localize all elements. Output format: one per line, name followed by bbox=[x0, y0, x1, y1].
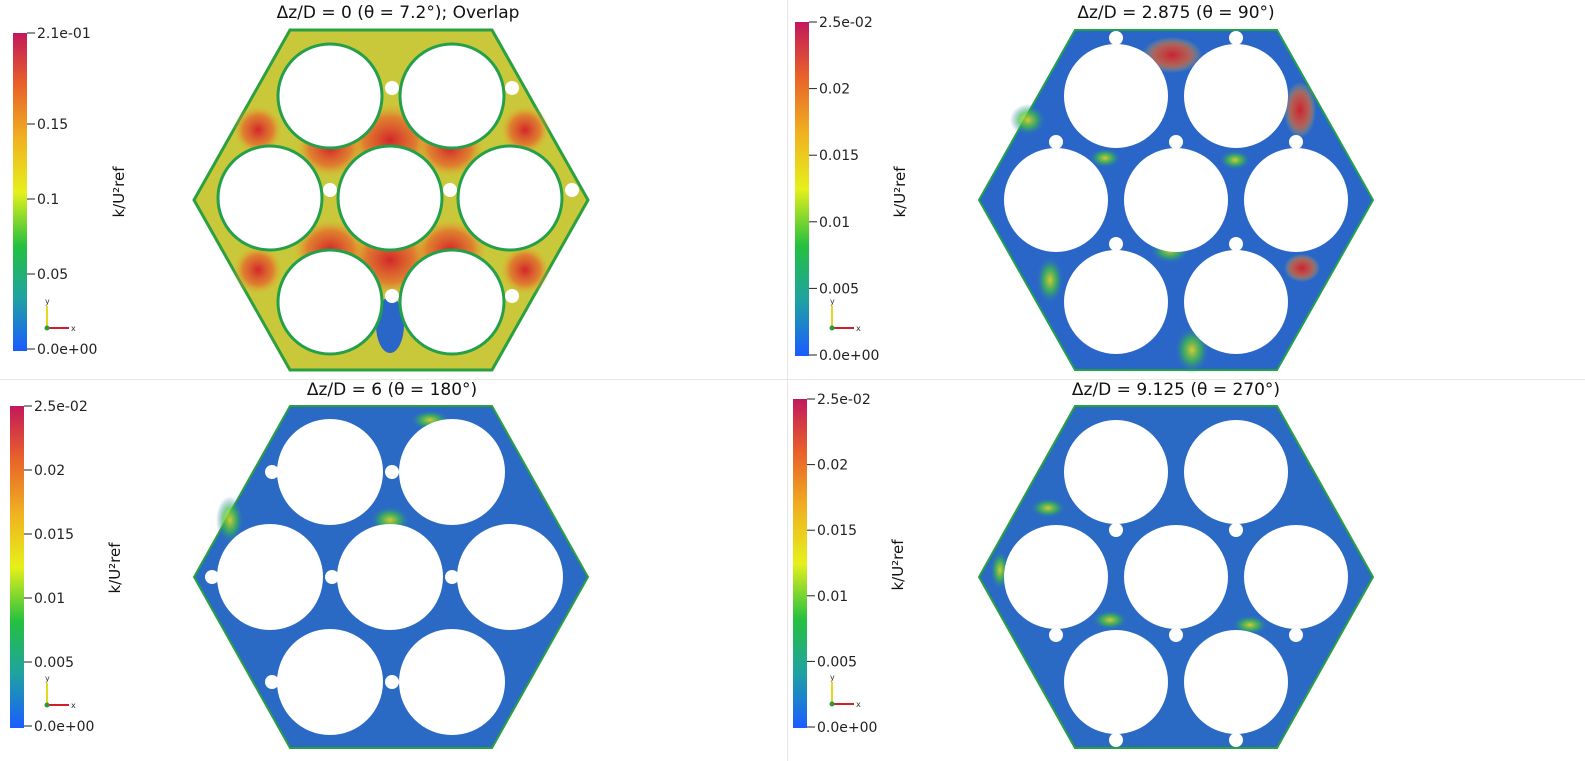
colorbar bbox=[795, 22, 809, 356]
panel-title: Δz/D = 6 (θ = 180°) bbox=[307, 380, 477, 400]
colorbar-tick-label: 0.005 bbox=[817, 654, 857, 670]
axis-x-label: x bbox=[71, 324, 76, 333]
panel-dz0: Δz/D = 0 (θ = 7.2°); Overlap 2.1e-01 0.15… bbox=[13, 3, 590, 372]
panel-title: Δz/D = 9.125 (θ = 270°) bbox=[1072, 380, 1280, 400]
colorbar bbox=[13, 33, 27, 351]
panel-dz2875: Δz/D = 2.875 (θ = 90°) 2.5e-02 0.02 0.015 0… bbox=[795, 3, 1375, 374]
fuel-rods bbox=[217, 419, 563, 735]
colorbar-tick-label: 0.015 bbox=[817, 523, 857, 539]
colorbar-title: k/U²ref bbox=[891, 166, 909, 218]
fuel-rods bbox=[1004, 44, 1348, 354]
panel-title: Δz/D = 2.875 (θ = 90°) bbox=[1077, 3, 1274, 23]
colorbar-tick-label: 0.0e+00 bbox=[819, 348, 879, 364]
axis-y-label: y bbox=[830, 673, 835, 682]
panel-dz9125: Δz/D = 9.125 (θ = 270°) 2.5e-02 0.02 0.015… bbox=[793, 380, 1375, 749]
colorbar-tick-label: 0.01 bbox=[34, 591, 65, 607]
colorbar-ticks: 2.5e-02 0.02 0.015 0.01 0.005 0.0e+00 bbox=[24, 399, 94, 735]
colorbar-tick-label: 0.005 bbox=[34, 655, 74, 671]
colorbar-tick-label: 2.5e-02 bbox=[34, 399, 88, 415]
hexagon-field bbox=[977, 29, 1375, 374]
colorbar-tick-label: 0.05 bbox=[37, 267, 68, 283]
fuel-rods bbox=[216, 42, 564, 356]
colorbar bbox=[10, 406, 24, 728]
axis-triad-icon: x y bbox=[44, 297, 76, 333]
wire-wraps bbox=[1049, 523, 1303, 747]
axis-triad-icon: x y bbox=[829, 297, 861, 333]
colorbar-ticks: 2.1e-01 0.15 0.1 0.05 0.0e+00 bbox=[27, 26, 97, 358]
colorbar-tick-label: 0.015 bbox=[819, 148, 859, 164]
colorbar-tick-label: 0.0e+00 bbox=[34, 719, 94, 735]
panel-dz6: Δz/D = 6 (θ = 180°) 2.5e-02 0.02 0.015 0.01… bbox=[10, 380, 590, 749]
colorbar-title: k/U²ref bbox=[889, 539, 907, 591]
panel-divider-horizontal bbox=[0, 379, 1585, 380]
axis-x-label: x bbox=[71, 701, 76, 710]
colorbar-title: k/U²ref bbox=[106, 542, 124, 594]
colorbar bbox=[793, 399, 807, 728]
colorbar-ticks: 2.5e-02 0.02 0.015 0.01 0.005 0.0e+00 bbox=[807, 392, 877, 736]
colorbar-tick-label: 0.01 bbox=[819, 215, 850, 231]
colorbar-title: k/U²ref bbox=[110, 166, 128, 218]
axis-y-label: y bbox=[830, 297, 835, 306]
colorbar-tick-label: 0.005 bbox=[819, 281, 859, 297]
colorbar-tick-label: 0.02 bbox=[817, 458, 848, 474]
axis-x-label: x bbox=[856, 324, 861, 333]
wire-wraps bbox=[205, 465, 459, 689]
colorbar-tick-label: 2.5e-02 bbox=[817, 392, 871, 408]
fuel-rods bbox=[1004, 420, 1348, 734]
hexagon-field bbox=[977, 405, 1375, 749]
axis-y-label: y bbox=[45, 297, 50, 306]
wire-wraps bbox=[1049, 31, 1303, 251]
colorbar-tick-label: 2.1e-01 bbox=[37, 26, 91, 42]
colorbar-tick-label: 0.1 bbox=[37, 192, 59, 208]
panel-title: Δz/D = 0 (θ = 7.2°); Overlap bbox=[277, 3, 520, 23]
colorbar-tick-label: 0.0e+00 bbox=[37, 342, 97, 358]
axis-triad-icon: x y bbox=[829, 673, 861, 709]
axis-x-label: x bbox=[856, 700, 861, 709]
axis-y-label: y bbox=[45, 674, 50, 683]
axis-triad-icon: x y bbox=[44, 674, 76, 710]
colorbar-tick-label: 0.015 bbox=[34, 527, 74, 543]
hexagon-field bbox=[192, 405, 590, 749]
hexagon-field bbox=[192, 28, 590, 372]
colorbar-tick-label: 0.02 bbox=[34, 463, 65, 479]
colorbar-tick-label: 0.0e+00 bbox=[817, 720, 877, 736]
colorbar-tick-label: 0.02 bbox=[819, 82, 850, 98]
panel-divider-vertical bbox=[787, 0, 788, 761]
turbulence-spots bbox=[990, 498, 1268, 635]
colorbar-ticks: 2.5e-02 0.02 0.015 0.01 0.005 0.0e+00 bbox=[809, 15, 879, 364]
wire-wraps bbox=[323, 81, 579, 303]
colorbar-tick-label: 0.15 bbox=[37, 117, 68, 133]
colorbar-tick-label: 2.5e-02 bbox=[819, 15, 873, 31]
colorbar-tick-label: 0.01 bbox=[817, 589, 848, 605]
